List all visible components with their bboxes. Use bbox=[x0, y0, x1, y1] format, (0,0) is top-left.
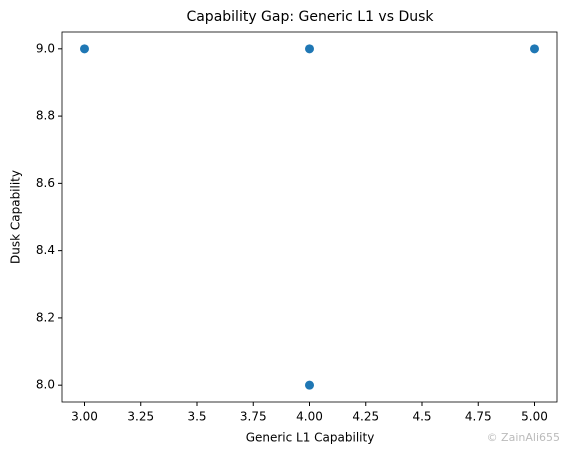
x-tick-label: 3.00 bbox=[71, 410, 98, 424]
x-tick-label: 3.5 bbox=[187, 410, 206, 424]
x-tick-label: 5.00 bbox=[521, 410, 548, 424]
point bbox=[80, 44, 89, 54]
y-tick-label: 9.0 bbox=[36, 41, 55, 55]
x-tick-label: 3.25 bbox=[127, 410, 154, 424]
x-tick-label: 3.75 bbox=[240, 410, 267, 424]
point bbox=[305, 44, 314, 54]
x-axis-label: Generic L1 Capability bbox=[246, 431, 375, 445]
point bbox=[530, 44, 539, 54]
x-tick-label: 4.5 bbox=[412, 410, 431, 424]
x-tick-label: 4.75 bbox=[465, 410, 492, 424]
axes-frame bbox=[61, 31, 558, 403]
watermark: © ZainAli655 bbox=[487, 431, 560, 444]
y-tick-label: 8.2 bbox=[36, 310, 55, 324]
x-tick-label: 4.25 bbox=[352, 410, 379, 424]
x-tick-label: 4.00 bbox=[296, 410, 323, 424]
y-tick-label: 8.0 bbox=[36, 378, 55, 392]
y-tick-label: 8.8 bbox=[36, 109, 55, 123]
y-tick-label: 8.6 bbox=[36, 176, 55, 190]
y-tick-label: 8.4 bbox=[36, 243, 55, 257]
point bbox=[305, 380, 314, 390]
chart-title: Capability Gap: Generic L1 vs Dusk bbox=[186, 9, 434, 25]
y-axis-label: Dusk Capability bbox=[9, 170, 23, 264]
